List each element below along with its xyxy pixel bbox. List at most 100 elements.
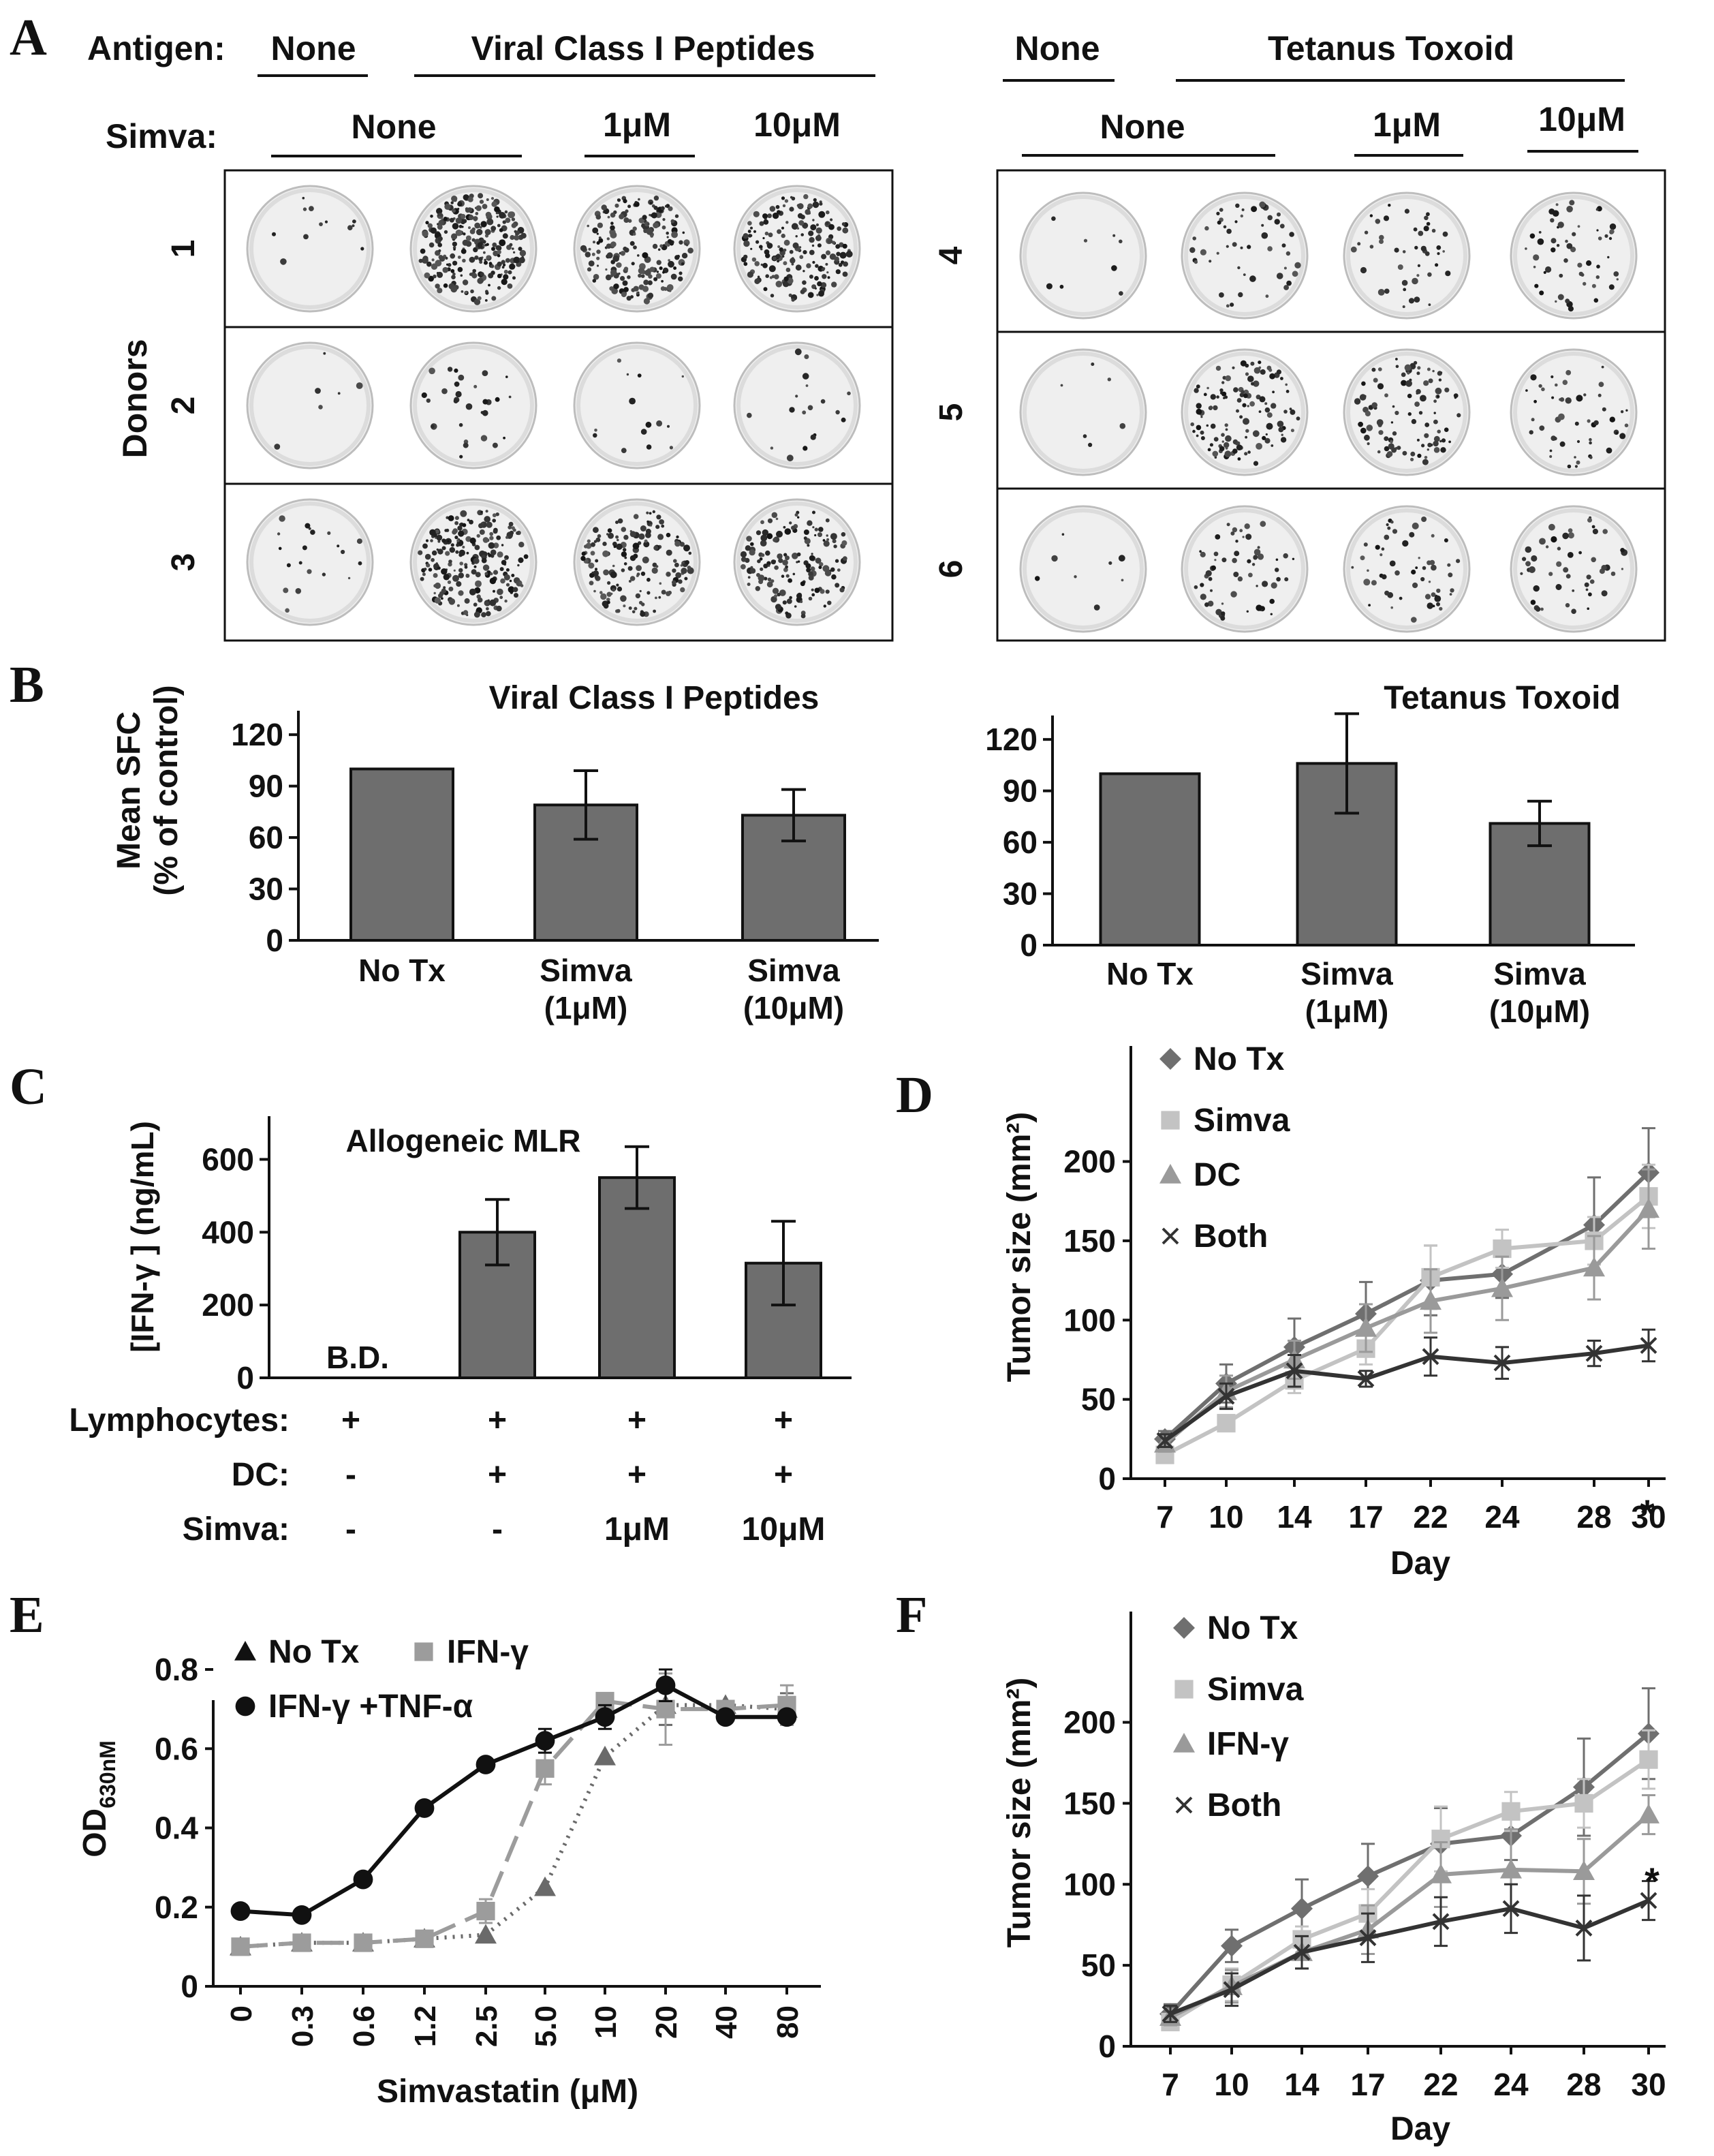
f-series-line-3 — [1169, 1898, 1650, 2016]
well-donor-1-col-2-spot — [475, 212, 479, 215]
well-donor-2-col-2-spot — [458, 374, 465, 381]
well-donor-5-col-3-spot — [1410, 451, 1416, 457]
well-donor-1-col-4-spot — [796, 227, 800, 230]
well-donor-1-col-1-spot — [352, 219, 356, 224]
well-donor-3-col-2-spot — [435, 529, 439, 534]
well-donor-4-col-2-spot — [1289, 232, 1294, 237]
well-donor-1-col-4-spot — [774, 274, 779, 280]
well-donor-1-col-2-spot — [503, 220, 506, 224]
well-donor-1-col-4-spot — [791, 223, 798, 230]
well-donor-4-col-4-rim — [1513, 195, 1634, 316]
well-donor-6-col-3-spot — [1429, 559, 1435, 566]
well-donor-4-col-2-spot — [1223, 225, 1227, 229]
well-donor-1-col-3-spot — [661, 279, 664, 283]
well-donor-5-col-3-spot — [1418, 411, 1423, 415]
well-donor-3-col-3-spot — [643, 541, 650, 548]
well-donor-1-col-4-spot — [802, 280, 807, 286]
well-donor-3-col-4-spot — [791, 525, 796, 530]
well-donor-6-col-1-spot — [1121, 579, 1124, 582]
well-donor-1-col-2-spot — [485, 290, 488, 294]
well-donor-3-col-3 — [573, 498, 701, 626]
well-donor-6-col-4-spot — [1591, 525, 1595, 529]
well-donor-3-col-4-rim — [736, 502, 858, 623]
well-donor-4-col-4-spot — [1593, 298, 1599, 303]
well-donor-1-col-4-spot — [792, 242, 799, 249]
well-donor-3-col-2-spot — [438, 593, 443, 598]
well-donor-1-col-3-spot — [588, 247, 591, 251]
well-donor-1-col-3-spot — [661, 225, 666, 230]
well-donor-5-col-4-spot — [1538, 384, 1542, 388]
well-donor-5-col-2-spot — [1209, 443, 1213, 447]
well-donor-6-col-4-spot — [1540, 607, 1544, 611]
well-donor-6-col-3-spot — [1450, 588, 1454, 593]
well-donor-6-col-4-spot — [1557, 546, 1561, 551]
well-donor-5-col-2-spot — [1264, 407, 1271, 413]
well-donor-5-col-4-spot — [1549, 449, 1553, 452]
well-donor-5-col-2-spot — [1225, 435, 1232, 442]
well-donor-3-col-2-spot — [464, 611, 467, 615]
well-donor-3-col-4-spot — [785, 555, 790, 561]
well-donor-1-col-4-spot — [817, 235, 821, 238]
well-donor-3-col-3-spot — [672, 580, 676, 585]
well-donor-5-col-4-spot — [1558, 413, 1565, 420]
well-donor-3-col-2-spot — [523, 554, 529, 559]
well-donor-4-col-2-spot — [1261, 232, 1268, 239]
well-donor-1-col-4-spot — [836, 251, 841, 256]
well-donor-3-col-3-spot — [642, 556, 649, 564]
well-donor-3-col-3-spot — [629, 576, 636, 581]
e-series-line-0 — [240, 1703, 788, 1949]
well-donor-3-col-3-spot — [624, 556, 627, 559]
well-donor-6-col-4-spot — [1586, 574, 1591, 580]
well-donor-1-col-3-spot — [610, 274, 614, 278]
well-donor-5-col-2-spot — [1245, 372, 1249, 376]
well-donor-5-col-3-spot — [1428, 378, 1433, 384]
well-donor-3-col-4-spot — [814, 587, 820, 594]
well-donor-3-col-4-spot — [755, 586, 761, 591]
well-donor-3-col-2-spot — [447, 580, 452, 585]
well-donor-2-col-2-spot — [508, 395, 512, 399]
b-ylabel-line1: Mean SFC — [111, 711, 147, 869]
well-donor-3-col-2-spot — [493, 542, 499, 549]
well-donor-3-col-2-spot — [493, 529, 498, 534]
well-donor-1-col-3-spot — [598, 238, 604, 243]
well-donor-6-col-3-spot — [1375, 544, 1380, 550]
well-donor-2-col-2-spot — [463, 442, 469, 448]
well-donor-1-col-3-spot — [653, 196, 659, 201]
well-donor-1-col-3-spot — [631, 262, 635, 266]
well-donor-3-col-3-spot — [658, 596, 661, 599]
well-donor-4-col-2-spot — [1216, 211, 1220, 215]
well-donor-1-col-4-spot — [826, 210, 830, 215]
well-donor-4-col-2-spot — [1234, 220, 1238, 224]
well-donor-1-col-2-spot — [443, 230, 448, 234]
well-donor-1-col-1-spot — [302, 196, 305, 200]
well-donor-6-col-2-spot — [1226, 523, 1230, 527]
well-donor-3-col-3-spot — [688, 551, 692, 555]
well-donor-2-col-2-spot — [455, 390, 462, 398]
well-donor-3-col-2-spot — [447, 540, 450, 542]
well-donor-1-col-2-spot — [433, 274, 437, 279]
well-donor-1-col-3-spot — [638, 267, 645, 275]
well-donor-3-col-2-spot — [474, 544, 480, 551]
well-donor-3-col-2-spot — [477, 597, 483, 603]
well-donor-6-col-1-spot — [1074, 575, 1077, 579]
well-donor-1-col-3-spot — [629, 241, 635, 246]
well-donor-5-col-2-spot — [1271, 403, 1277, 409]
well-donor-3-col-3-spot — [606, 600, 610, 604]
well-donor-4-col-3-spot — [1404, 209, 1409, 214]
well-donor-2-col-3-rim — [576, 345, 698, 466]
well-donor-6-col-4-spot — [1621, 568, 1623, 570]
well-donor-4-col-4-spot — [1569, 200, 1575, 206]
d-legend-marker — [1159, 1164, 1181, 1184]
well-donor-3-col-1-spot — [341, 549, 345, 555]
well-donor-1-col-2-spot — [503, 263, 506, 266]
well-donor-3-col-3-spot — [636, 565, 642, 571]
well-donor-6-col-2-spot — [1262, 581, 1268, 587]
well-donor-5-col-3-spot — [1358, 421, 1363, 427]
well-donor-5-col-2-spot — [1249, 401, 1255, 407]
well-donor-3-col-4-spot — [782, 559, 788, 566]
c-row-label: DC: — [232, 1457, 290, 1493]
well-donor-6-col-4-spot — [1568, 532, 1574, 539]
well-donor-3-col-4-spot — [776, 530, 783, 538]
well-donor-1-col-2-spot — [477, 277, 484, 284]
well-donor-3-col-4-spot — [800, 600, 803, 603]
